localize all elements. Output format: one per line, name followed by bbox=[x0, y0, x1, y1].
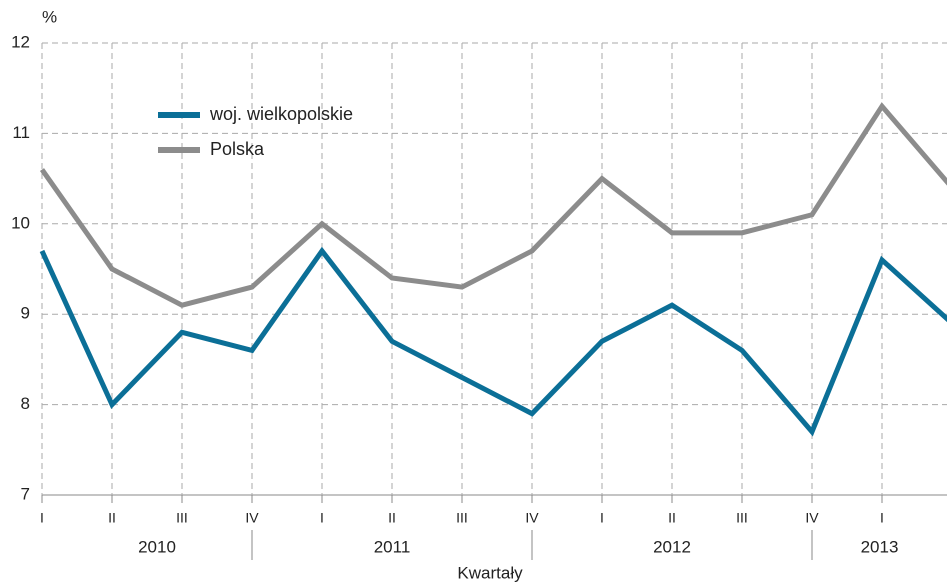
y-axis-label: % bbox=[42, 7, 57, 26]
x-tick-label: I bbox=[40, 510, 44, 526]
x-tick-label: III bbox=[736, 510, 748, 526]
year-label: 2013 bbox=[861, 537, 899, 556]
year-label: 2012 bbox=[653, 537, 691, 556]
x-tick-label: IV bbox=[805, 510, 819, 526]
x-tick-label: IV bbox=[525, 510, 539, 526]
series-line bbox=[39, 246, 947, 437]
series-line bbox=[39, 102, 947, 308]
y-tick-label: 8 bbox=[21, 394, 30, 413]
y-tick-label: 12 bbox=[11, 32, 30, 51]
x-tick-label: I bbox=[880, 510, 884, 526]
x-tick-label: I bbox=[600, 510, 604, 526]
y-tick-label: 11 bbox=[12, 123, 30, 142]
y-tick-label: 10 bbox=[11, 213, 30, 232]
x-tick-label: II bbox=[108, 510, 116, 526]
x-tick-label: IV bbox=[245, 510, 259, 526]
x-tick-label: II bbox=[388, 510, 396, 526]
y-tick-label: 7 bbox=[21, 484, 30, 503]
y-tick-label: 9 bbox=[21, 304, 30, 323]
year-label: 2010 bbox=[138, 537, 176, 556]
x-tick-label: III bbox=[176, 510, 188, 526]
x-tick-label: III bbox=[456, 510, 468, 526]
year-label: 2011 bbox=[374, 537, 411, 556]
x-tick-label: I bbox=[320, 510, 324, 526]
x-axis-label: Kwartały bbox=[457, 563, 523, 582]
legend-label: woj. wielkopolskie bbox=[209, 104, 353, 124]
x-tick-label: II bbox=[668, 510, 676, 526]
legend-label: Polska bbox=[210, 139, 265, 159]
